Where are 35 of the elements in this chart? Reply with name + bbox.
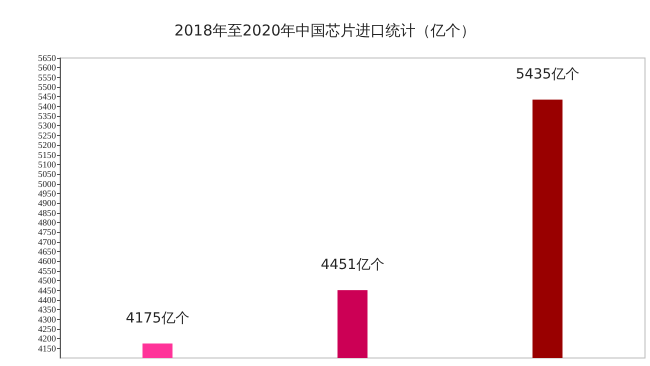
y-tick-label: 5150 [38,150,56,160]
y-tick-label: 5450 [38,92,56,102]
y-tick-label: 4900 [38,198,56,208]
y-tick-label: 5300 [38,120,56,131]
y-tick-label: 5100 [38,159,56,170]
y-tick-label: 4500 [38,276,56,286]
y-tick-label: 4200 [38,334,56,344]
y-tick-label: 4950 [38,188,56,198]
y-tick-label: 4850 [38,208,56,218]
y-tick-label: 5600 [38,62,56,73]
y-tick-label: 4750 [38,227,56,238]
y-tick-label: 5200 [38,140,56,150]
data-label: 5435亿个 [516,66,580,83]
y-tick-label: 4450 [38,285,56,296]
chart-title: 2018年至2020年中国芯片进口统计（亿个） [174,22,476,40]
y-tick-label: 5400 [38,101,56,112]
y-tick-label: 5550 [38,72,56,82]
data-label: 4451亿个 [320,257,384,274]
y-tick-label: 5350 [38,111,56,122]
y-tick-label: 4250 [38,324,56,334]
data-label: 4175亿个 [126,310,190,326]
y-tick-label: 4600 [38,256,56,266]
y-tick-label: 4800 [38,218,56,228]
y-tick-label: 4300 [38,314,56,324]
y-tick-label: 4400 [38,294,56,305]
y-tick-label: 5250 [38,130,56,140]
y-tick-label: 4650 [38,246,56,257]
y-tick-label: 4350 [38,304,56,315]
y-tick-label: 4550 [38,266,56,276]
y-tick-label: 5050 [38,169,56,180]
y-tick-label: 5650 [38,53,56,63]
y-tick-label: 5500 [38,82,56,92]
y-tick-label: 5000 [38,178,56,189]
y-tick-label: 4150 [38,343,56,354]
y-tick-label: 4700 [38,236,56,247]
